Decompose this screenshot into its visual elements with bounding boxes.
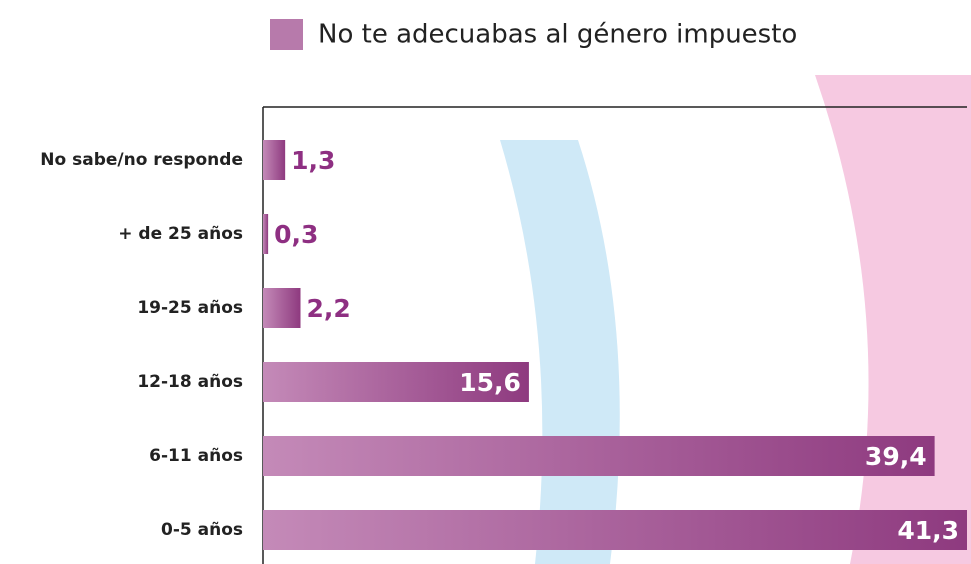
legend-swatch (270, 19, 303, 50)
decor-pink (815, 75, 971, 564)
value-label: 1,3 (291, 146, 335, 175)
bar (263, 140, 285, 180)
value-label: 2,2 (307, 294, 351, 323)
bar (263, 436, 935, 476)
chart: No te adecuabas al género impuesto No sa… (0, 0, 971, 564)
bar (263, 510, 967, 550)
legend-label: No te adecuabas al género impuesto (318, 20, 797, 50)
value-label: 0,3 (274, 220, 318, 249)
y-tick-label: 12-18 años (137, 372, 243, 392)
y-tick-label: 19-25 años (137, 298, 243, 318)
y-tick-label: + de 25 años (118, 224, 243, 244)
value-label: 39,4 (865, 442, 927, 471)
decor-blue (500, 140, 620, 564)
y-tick-label: No sabe/no responde (40, 150, 243, 170)
y-tick-label: 0-5 años (161, 520, 243, 540)
value-label: 15,6 (459, 368, 521, 397)
bar (263, 288, 301, 328)
bar (263, 214, 268, 254)
y-tick-label: 6-11 años (149, 446, 243, 466)
value-label: 41,3 (897, 516, 959, 545)
